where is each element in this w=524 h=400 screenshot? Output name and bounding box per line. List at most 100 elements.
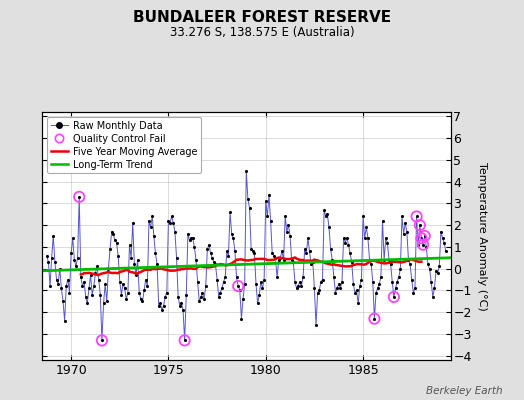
Point xyxy=(187,235,195,241)
Point xyxy=(278,248,286,254)
Point xyxy=(333,285,341,292)
Point xyxy=(370,316,379,322)
Point xyxy=(416,222,424,228)
Point xyxy=(155,302,163,309)
Point xyxy=(100,300,108,307)
Point xyxy=(143,283,151,289)
Point xyxy=(174,294,182,300)
Point xyxy=(134,257,142,263)
Point xyxy=(361,235,369,241)
Point xyxy=(388,278,397,285)
Point xyxy=(405,257,413,263)
Point xyxy=(356,283,364,289)
Point xyxy=(171,228,179,235)
Point xyxy=(227,231,236,237)
Point xyxy=(236,287,244,294)
Point xyxy=(316,278,325,285)
Point xyxy=(151,250,160,257)
Point xyxy=(114,252,122,259)
Point xyxy=(213,276,221,283)
Point xyxy=(302,250,311,257)
Point xyxy=(439,235,447,241)
Text: BUNDALEER FOREST RESERVE: BUNDALEER FOREST RESERVE xyxy=(133,10,391,25)
Point xyxy=(347,259,356,265)
Point xyxy=(377,274,385,280)
Point xyxy=(42,252,51,259)
Point xyxy=(414,242,422,248)
Point xyxy=(258,285,267,292)
Point xyxy=(252,281,260,287)
Point xyxy=(307,261,315,268)
Point xyxy=(372,289,380,296)
Point xyxy=(109,231,117,237)
Point xyxy=(270,252,278,259)
Point xyxy=(299,274,307,280)
Point xyxy=(206,250,215,257)
Point xyxy=(257,278,265,285)
Point xyxy=(416,222,424,228)
Point xyxy=(223,248,231,254)
Point xyxy=(341,239,350,246)
Point xyxy=(72,263,80,270)
Point xyxy=(343,235,351,241)
Point xyxy=(357,276,366,283)
Point xyxy=(202,283,210,289)
Point xyxy=(286,233,294,239)
Point xyxy=(294,283,302,289)
Point xyxy=(127,254,135,261)
Point xyxy=(393,278,401,285)
Point xyxy=(433,270,442,276)
Point xyxy=(331,289,340,296)
Point xyxy=(365,257,374,263)
Point xyxy=(198,289,206,296)
Point xyxy=(49,233,58,239)
Point xyxy=(189,235,197,241)
Point xyxy=(106,246,114,252)
Point xyxy=(57,285,66,292)
Point xyxy=(435,263,443,270)
Point xyxy=(417,235,425,241)
Point xyxy=(255,292,264,298)
Point xyxy=(378,218,387,224)
Point xyxy=(242,168,250,174)
Point xyxy=(208,254,216,261)
Point xyxy=(140,287,148,294)
Point xyxy=(231,248,239,254)
Point xyxy=(310,285,319,292)
Point xyxy=(195,298,203,304)
Point xyxy=(349,281,357,287)
Point xyxy=(313,289,322,296)
Point xyxy=(328,257,336,263)
Point xyxy=(419,242,427,248)
Point xyxy=(111,237,119,244)
Point xyxy=(141,276,150,283)
Point xyxy=(190,244,199,250)
Point xyxy=(352,287,361,294)
Point xyxy=(336,285,345,292)
Point xyxy=(150,233,158,239)
Point xyxy=(229,235,237,241)
Text: Berkeley Earth: Berkeley Earth xyxy=(427,386,503,396)
Point xyxy=(344,242,353,248)
Point xyxy=(80,278,88,285)
Point xyxy=(162,289,171,296)
Point xyxy=(56,266,64,272)
Point xyxy=(168,213,176,220)
Point xyxy=(59,298,67,304)
Point xyxy=(424,261,432,268)
Point xyxy=(375,281,384,287)
Point xyxy=(338,278,346,285)
Point xyxy=(148,213,156,220)
Point xyxy=(420,233,429,239)
Point xyxy=(70,257,79,263)
Point xyxy=(273,274,281,280)
Point xyxy=(409,289,418,296)
Point xyxy=(218,285,226,292)
Point xyxy=(380,257,388,263)
Point xyxy=(234,283,243,289)
Point xyxy=(112,239,121,246)
Point xyxy=(46,283,54,289)
Point xyxy=(419,242,427,248)
Point xyxy=(54,281,62,287)
Point xyxy=(101,281,110,287)
